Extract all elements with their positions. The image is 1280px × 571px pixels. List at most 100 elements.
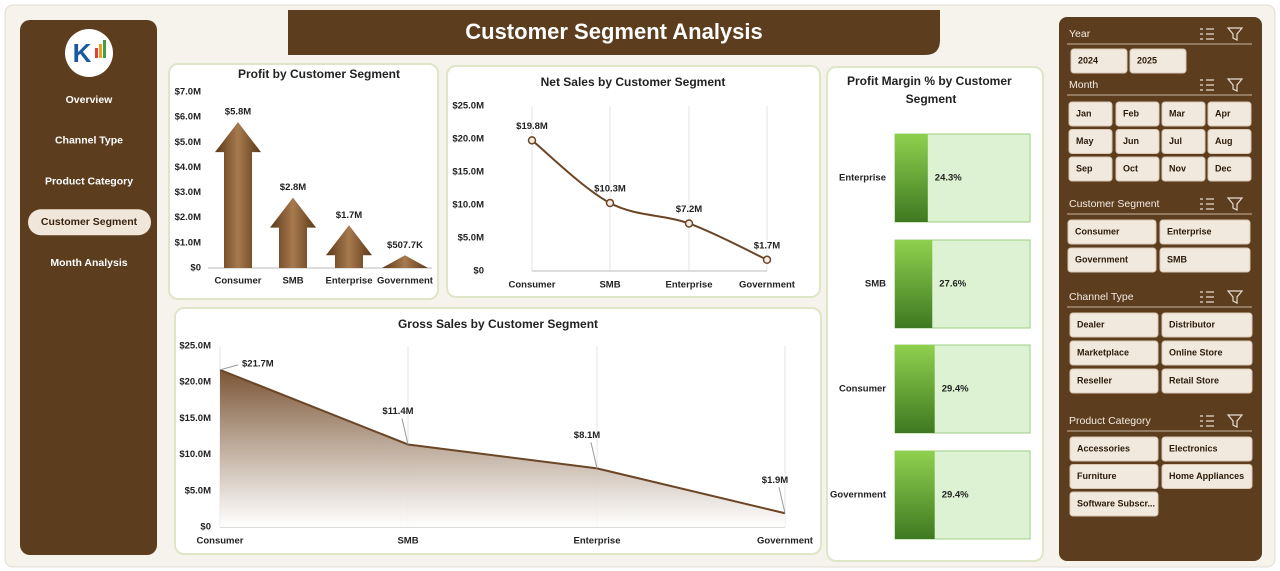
slicer-button[interactable] [1068, 156, 1113, 182]
slicer-item[interactable]: Nov [1169, 163, 1186, 173]
slicer-button[interactable] [1161, 340, 1253, 366]
slicer-item[interactable]: Mar [1169, 108, 1186, 118]
data-label: $10.3M [594, 184, 626, 195]
slicer-title: Product Category [1069, 415, 1151, 427]
slicer-button[interactable] [1207, 129, 1252, 154]
slicer-button[interactable] [1068, 101, 1113, 127]
slicer-button[interactable] [1069, 340, 1159, 366]
slicer-item[interactable]: Accessories [1077, 443, 1130, 453]
slicer-button[interactable] [1069, 436, 1159, 462]
slicer-button[interactable] [1129, 48, 1187, 74]
y-tick-label: $5.0M [175, 137, 201, 148]
y-tick-label: $7.0M [175, 87, 201, 98]
slicer-item[interactable]: Distributor [1169, 319, 1215, 329]
slicer-button[interactable] [1161, 156, 1206, 182]
title-banner [288, 10, 940, 55]
bar [895, 240, 933, 328]
slicer-button[interactable] [1115, 101, 1160, 127]
nav-item[interactable]: Overview [66, 94, 114, 106]
slicer-item[interactable]: Online Store [1169, 347, 1223, 357]
slicer-item[interactable]: Home Appliances [1169, 471, 1244, 481]
slicer-item[interactable]: Aug [1215, 136, 1233, 146]
slicer-button[interactable] [1207, 156, 1252, 182]
slicer-item[interactable]: Apr [1215, 108, 1231, 118]
slicer-item[interactable]: Software Subscr... [1077, 498, 1155, 508]
slicer-item[interactable]: Dealer [1077, 319, 1105, 329]
clear-filter-icon[interactable] [1226, 290, 1244, 304]
x-tick-label: Consumer [215, 276, 262, 287]
data-label: $8.1M [574, 430, 600, 441]
slicer-button[interactable] [1115, 156, 1160, 182]
slicer-item[interactable]: Electronics [1169, 443, 1218, 453]
y-tick-label: $0 [473, 266, 484, 277]
y-tick-label: $2.0M [175, 212, 201, 223]
slicer-button[interactable] [1115, 129, 1160, 154]
slicer-button[interactable] [1067, 247, 1157, 273]
slicer-button[interactable] [1161, 464, 1253, 489]
data-label: 29.4% [942, 384, 969, 395]
y-tick-label: $0 [200, 522, 211, 533]
slicer-button[interactable] [1159, 247, 1251, 273]
nav-active [28, 209, 151, 236]
slicer-item[interactable]: Government [1075, 254, 1128, 264]
slicer-item[interactable]: 2024 [1078, 55, 1098, 65]
multi-select-icon[interactable] [1200, 28, 1214, 40]
slicer-item[interactable]: Sep [1076, 163, 1093, 173]
y-tick-label: $20.0M [452, 134, 484, 145]
slicer-item[interactable]: May [1076, 136, 1094, 146]
multi-select-icon[interactable] [1200, 291, 1214, 303]
slicer-item[interactable]: SMB [1167, 254, 1188, 264]
slicer-button[interactable] [1069, 368, 1159, 394]
nav-item[interactable]: Channel Type [55, 135, 123, 147]
slicer-item[interactable]: Jan [1076, 108, 1092, 118]
nav-item[interactable]: Customer Segment [41, 216, 138, 228]
chart-title: Net Sales by Customer Segment [541, 75, 726, 89]
slicer-item[interactable]: 2025 [1137, 55, 1157, 65]
page-title: Customer Segment Analysis [465, 19, 763, 44]
x-tick-label: Enterprise [326, 276, 373, 287]
logo-bar [103, 40, 106, 58]
slicer-button[interactable] [1207, 101, 1252, 127]
logo-mark: K [73, 38, 92, 68]
slicer-item[interactable]: Retail Store [1169, 375, 1219, 385]
multi-select-icon[interactable] [1200, 198, 1214, 210]
multi-select-icon[interactable] [1200, 415, 1214, 427]
logo-bar [99, 44, 102, 58]
slicer-item[interactable]: Jun [1123, 136, 1139, 146]
data-label: $1.7M [336, 210, 362, 221]
slicer-item[interactable]: Feb [1123, 108, 1140, 118]
clear-filter-icon[interactable] [1226, 27, 1244, 41]
slicer-button[interactable] [1161, 101, 1206, 127]
slicer-button[interactable] [1069, 464, 1159, 489]
slicer-item[interactable]: Reseller [1077, 375, 1113, 385]
multi-select-icon[interactable] [1200, 79, 1214, 91]
slicer-item[interactable]: Dec [1215, 163, 1232, 173]
slicer-button[interactable] [1069, 312, 1159, 338]
y-tick-label: $4.0M [175, 162, 201, 173]
marker [684, 219, 694, 228]
slicer-button[interactable] [1067, 219, 1157, 245]
bar [895, 134, 928, 222]
slicer-item[interactable]: Consumer [1075, 226, 1120, 236]
slicer-item[interactable]: Marketplace [1077, 347, 1129, 357]
slicer-item[interactable]: Enterprise [1167, 226, 1212, 236]
slicer-button[interactable] [1161, 312, 1253, 338]
data-label: $507.7K [387, 240, 423, 251]
nav-item[interactable]: Product Category [45, 175, 133, 187]
clear-filter-icon[interactable] [1226, 197, 1244, 211]
slicer-button[interactable] [1069, 491, 1159, 517]
clear-filter-icon[interactable] [1226, 78, 1244, 92]
slicer-button[interactable] [1161, 129, 1206, 154]
x-tick-label: Government [739, 280, 796, 291]
data-label: $1.9M [762, 475, 788, 486]
slicer-button[interactable] [1159, 219, 1251, 245]
slicer-button[interactable] [1070, 48, 1128, 74]
nav-item[interactable]: Month Analysis [50, 257, 127, 269]
clear-filter-icon[interactable] [1226, 414, 1244, 428]
slicer-button[interactable] [1068, 129, 1113, 154]
slicer-item[interactable]: Jul [1169, 136, 1182, 146]
slicer-item[interactable]: Oct [1123, 163, 1138, 173]
slicer-item[interactable]: Furniture [1077, 471, 1117, 481]
slicer-button[interactable] [1161, 368, 1253, 394]
slicer-button[interactable] [1161, 436, 1253, 462]
